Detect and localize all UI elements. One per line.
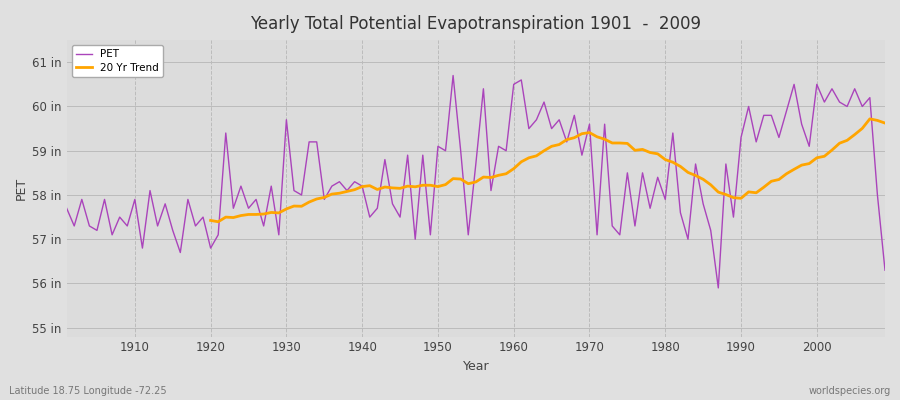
20 Yr Trend xyxy=(205,218,216,223)
X-axis label: Year: Year xyxy=(463,360,489,373)
PET xyxy=(713,286,724,290)
PET xyxy=(879,268,890,273)
Line: 20 Yr Trend: 20 Yr Trend xyxy=(211,119,885,222)
Title: Yearly Total Potential Evapotranspiration 1901  -  2009: Yearly Total Potential Evapotranspiratio… xyxy=(250,15,701,33)
20 Yr Trend xyxy=(212,219,223,224)
PET xyxy=(516,78,526,82)
20 Yr Trend xyxy=(788,167,799,172)
20 Yr Trend xyxy=(857,126,868,131)
Legend: PET, 20 Yr Trend: PET, 20 Yr Trend xyxy=(72,45,163,77)
20 Yr Trend xyxy=(682,170,693,175)
PET xyxy=(607,224,617,228)
Y-axis label: PET: PET xyxy=(15,177,28,200)
20 Yr Trend xyxy=(303,200,314,204)
PET xyxy=(508,82,519,87)
PET xyxy=(122,224,132,228)
20 Yr Trend xyxy=(879,121,890,126)
PET xyxy=(61,206,72,211)
Text: worldspecies.org: worldspecies.org xyxy=(809,386,891,396)
PET xyxy=(334,179,345,184)
20 Yr Trend xyxy=(773,177,784,182)
20 Yr Trend xyxy=(864,116,875,121)
20 Yr Trend xyxy=(418,183,428,188)
PET xyxy=(289,188,300,193)
Text: Latitude 18.75 Longitude -72.25: Latitude 18.75 Longitude -72.25 xyxy=(9,386,166,396)
PET xyxy=(447,73,458,78)
Line: PET: PET xyxy=(67,76,885,288)
